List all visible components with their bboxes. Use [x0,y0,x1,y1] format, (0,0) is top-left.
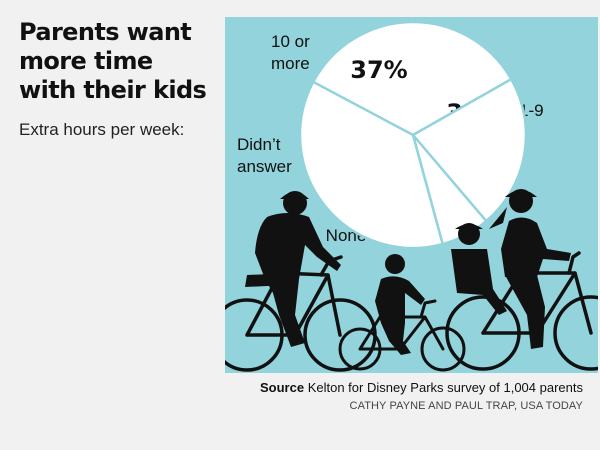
source-note: Source Kelton for Disney Parks survey of… [260,380,583,395]
slice-category-label: 10 or more [271,32,310,73]
title-line-3: with their kids [19,76,207,104]
source-label: Source [259,380,305,395]
chart-title: Parents want more time with their kids [19,18,224,105]
chart-subtitle: Extra hours per week: [19,120,185,139]
title-line-1: Parents want [19,18,192,46]
slice-category-label: Didn’t answer [237,135,292,176]
slice-value-label: 37% [350,56,407,84]
dad-bicycle [225,255,377,372]
pie-slice-10-or-more [298,80,445,250]
family-cyclists-illustration [225,189,598,372]
pie-slice-none [411,77,528,223]
dad-rider [245,191,341,347]
credit-line: CATHY PAYNE AND PAUL TRAP, USA TODAY [349,400,583,412]
title-line-2: more time [19,47,153,75]
mom-rider [489,189,571,349]
source-text: Kelton for Disney Parks survey of 1,004 … [307,380,583,395]
child-rider [375,254,425,355]
